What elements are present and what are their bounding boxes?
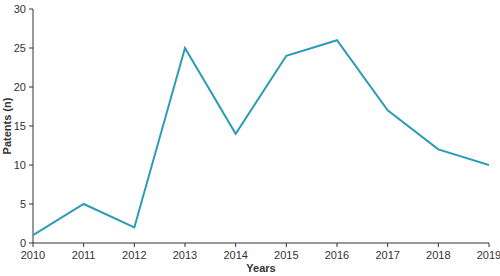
data-line — [33, 40, 489, 235]
x-tick-label: 2019 — [477, 249, 500, 261]
y-tick-label: 5 — [20, 198, 26, 210]
y-tick-label: 20 — [14, 81, 26, 93]
y-axis-label: Patents (n) — [1, 97, 13, 154]
y-tick — [29, 165, 33, 166]
x-axis — [33, 243, 489, 244]
x-tick-label: 2017 — [375, 249, 399, 261]
x-tick — [489, 243, 490, 247]
y-tick — [29, 9, 33, 10]
x-tick-label: 2011 — [72, 249, 96, 261]
y-tick — [29, 126, 33, 127]
x-tick — [83, 243, 84, 247]
chart: 0 5 10 15 20 25 30 2010 2011 2012 2013 2014 2015 2016… — [0, 0, 500, 276]
x-tick-label: 2014 — [223, 249, 247, 261]
y-tick-label: 10 — [14, 159, 26, 171]
x-axis-label: Years — [246, 262, 275, 274]
y-tick-label: 0 — [20, 237, 26, 249]
y-tick — [29, 243, 33, 244]
x-tick-label: 2016 — [325, 249, 349, 261]
x-tick-label: 2010 — [21, 249, 45, 261]
x-tick — [185, 243, 186, 247]
x-tick — [33, 243, 34, 247]
x-tick — [286, 243, 287, 247]
y-tick — [29, 87, 33, 88]
x-tick-label: 2015 — [274, 249, 298, 261]
x-tick-label: 2018 — [426, 249, 450, 261]
y-tick-label: 15 — [14, 120, 26, 132]
y-tick-label: 25 — [14, 42, 26, 54]
x-tick-label: 2013 — [173, 249, 197, 261]
x-tick-label: 2012 — [122, 249, 146, 261]
x-tick — [134, 243, 135, 247]
y-tick — [29, 48, 33, 49]
plot-area — [33, 40, 489, 235]
x-tick — [387, 243, 388, 247]
x-tick — [337, 243, 338, 247]
x-tick — [438, 243, 439, 247]
y-tick — [29, 204, 33, 205]
x-tick — [235, 243, 236, 247]
y-tick-label: 30 — [14, 3, 26, 15]
